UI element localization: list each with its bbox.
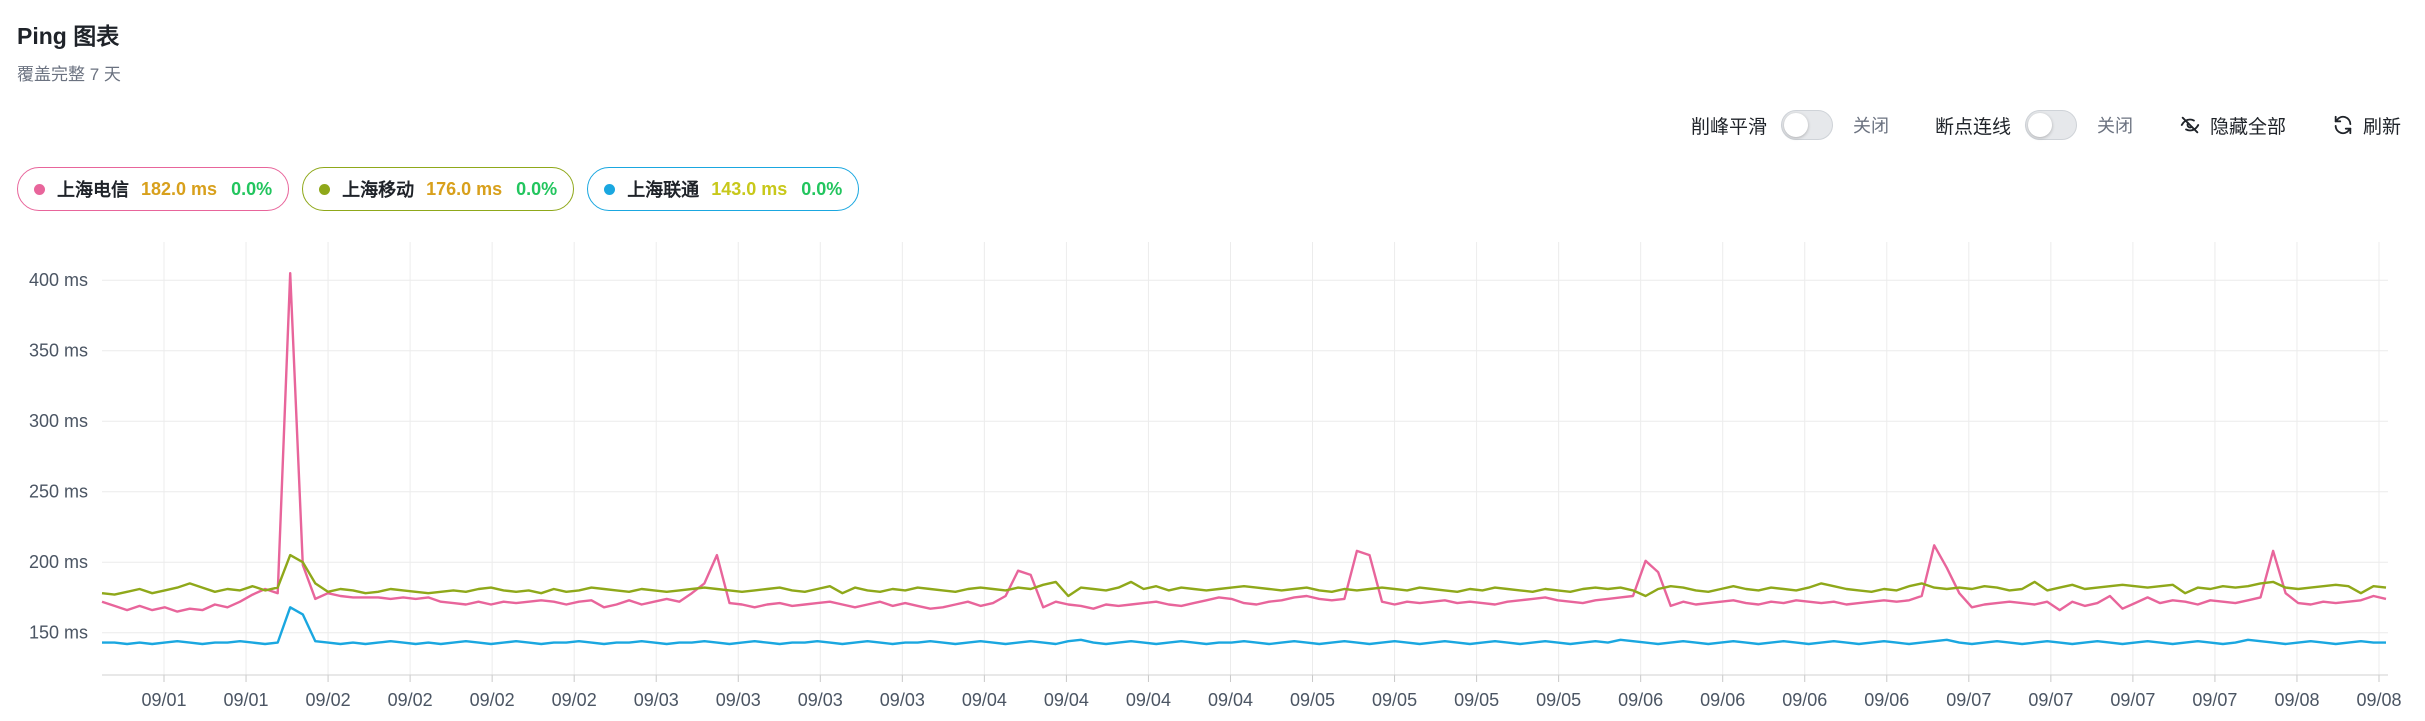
- legend-loss: 0.0%: [516, 178, 558, 199]
- connect-state: 关闭: [2096, 116, 2133, 136]
- hide-all-button[interactable]: 隐藏全部: [2179, 112, 2286, 139]
- x-tick-label: 09/05: [1290, 690, 1335, 710]
- x-tick-label: 09/06: [1618, 690, 1663, 710]
- legend-series-name: 上海电信: [57, 180, 129, 200]
- legend-item-unicom[interactable]: 上海联通 143.0 ms 0.0%: [587, 167, 860, 211]
- x-tick-label: 09/05: [1372, 690, 1417, 710]
- smooth-label: 削峰平滑: [1690, 116, 1767, 138]
- series-line: [101, 272, 2387, 613]
- page-title: Ping 图表: [17, 23, 120, 49]
- page-subtitle: 覆盖完整 7 天: [17, 65, 121, 84]
- connect-control: 断点连线 关闭: [1935, 110, 2133, 140]
- x-tick-label: 09/07: [2110, 690, 2155, 710]
- eye-off-icon: [2180, 116, 2200, 134]
- series-line: [101, 553, 2387, 598]
- series-color-dot: [34, 183, 45, 195]
- y-tick-label: 350 ms: [29, 341, 88, 361]
- x-tick-label: 09/04: [962, 690, 1007, 710]
- chart-legend: 上海电信 182.0 ms 0.0% 上海移动 176.0 ms 0.0% 上海…: [17, 167, 872, 211]
- y-tick-label: 300 ms: [29, 411, 88, 431]
- refresh-label: 刷新: [2362, 116, 2401, 138]
- ping-chart[interactable]: 09/01 09/01 09/02 09/02 09/02 09/02 09/03 09/03…: [0, 230, 2425, 721]
- connect-toggle[interactable]: [2024, 110, 2077, 140]
- smooth-state: 关闭: [1852, 116, 1889, 136]
- refresh-icon: [2334, 115, 2352, 135]
- x-tick-label: 09/04: [1044, 690, 1089, 710]
- x-tick-label: 09/03: [634, 690, 679, 710]
- x-tick-label: 09/06: [1700, 690, 1745, 710]
- legend-series-name: 上海联通: [627, 180, 700, 200]
- connect-toggle-knob: [2027, 113, 2052, 137]
- x-tick-label: 09/02: [470, 690, 515, 710]
- x-tick-label: 09/08: [2274, 690, 2319, 710]
- y-tick-label: 250 ms: [29, 482, 88, 502]
- x-tick-label: 09/03: [716, 690, 761, 710]
- legend-loss: 0.0%: [231, 178, 273, 199]
- legend-latency: 176.0 ms: [426, 178, 503, 199]
- legend-item-mobile[interactable]: 上海移动 176.0 ms 0.0%: [302, 167, 575, 211]
- legend-latency: 143.0 ms: [711, 178, 788, 199]
- refresh-button[interactable]: 刷新: [2332, 112, 2401, 139]
- x-tick-label: 09/08: [2356, 690, 2401, 710]
- legend-series-name: 上海移动: [342, 180, 415, 200]
- x-tick-label: 09/02: [552, 690, 597, 710]
- x-tick-label: 09/02: [388, 690, 433, 710]
- x-tick-label: 09/06: [1864, 690, 1909, 710]
- legend-loss: 0.0%: [801, 178, 843, 199]
- y-tick-label: 200 ms: [29, 552, 88, 572]
- y-tick-label: 400 ms: [29, 270, 88, 290]
- x-tick-label: 09/05: [1536, 690, 1581, 710]
- legend-latency: 182.0 ms: [141, 178, 218, 199]
- x-tick-label: 09/07: [1946, 690, 1991, 710]
- x-tick-label: 09/02: [306, 690, 351, 710]
- series-line: [102, 606, 2386, 646]
- x-tick-label: 09/04: [1208, 690, 1253, 710]
- x-tick-label: 09/03: [880, 690, 925, 710]
- smooth-control: 削峰平滑 关闭: [1691, 110, 1889, 140]
- chart-header: Ping 图表 覆盖完整 7 天: [17, 20, 121, 86]
- x-tick-label: 09/07: [2028, 690, 2073, 710]
- x-tick-label: 09/03: [798, 690, 843, 710]
- smooth-toggle-knob: [1783, 113, 1808, 137]
- ping-line-chart[interactable]: 09/01 09/01 09/02 09/02 09/02 09/02 09/03 09/03…: [0, 230, 2425, 721]
- x-tick-label: 09/04: [1126, 690, 1171, 710]
- x-tick-label: 09/05: [1454, 690, 1499, 710]
- series-color-dot: [319, 183, 331, 195]
- hide-all-label: 隐藏全部: [2209, 116, 2286, 138]
- x-tick-label: 09/01: [141, 690, 186, 710]
- connect-label: 断点连线: [1934, 116, 2011, 138]
- chart-toolbar: 削峰平滑 关闭 断点连线 关闭 隐藏全部 刷新: [1691, 108, 2401, 142]
- x-tick-label: 09/07: [2192, 690, 2237, 710]
- x-tick-label: 09/06: [1782, 690, 1827, 710]
- smooth-toggle[interactable]: [1780, 110, 1833, 140]
- y-tick-label: 150 ms: [29, 623, 88, 643]
- x-tick-label: 09/01: [224, 690, 269, 710]
- series-color-dot: [604, 183, 616, 195]
- legend-item-telecom[interactable]: 上海电信 182.0 ms 0.0%: [17, 167, 290, 211]
